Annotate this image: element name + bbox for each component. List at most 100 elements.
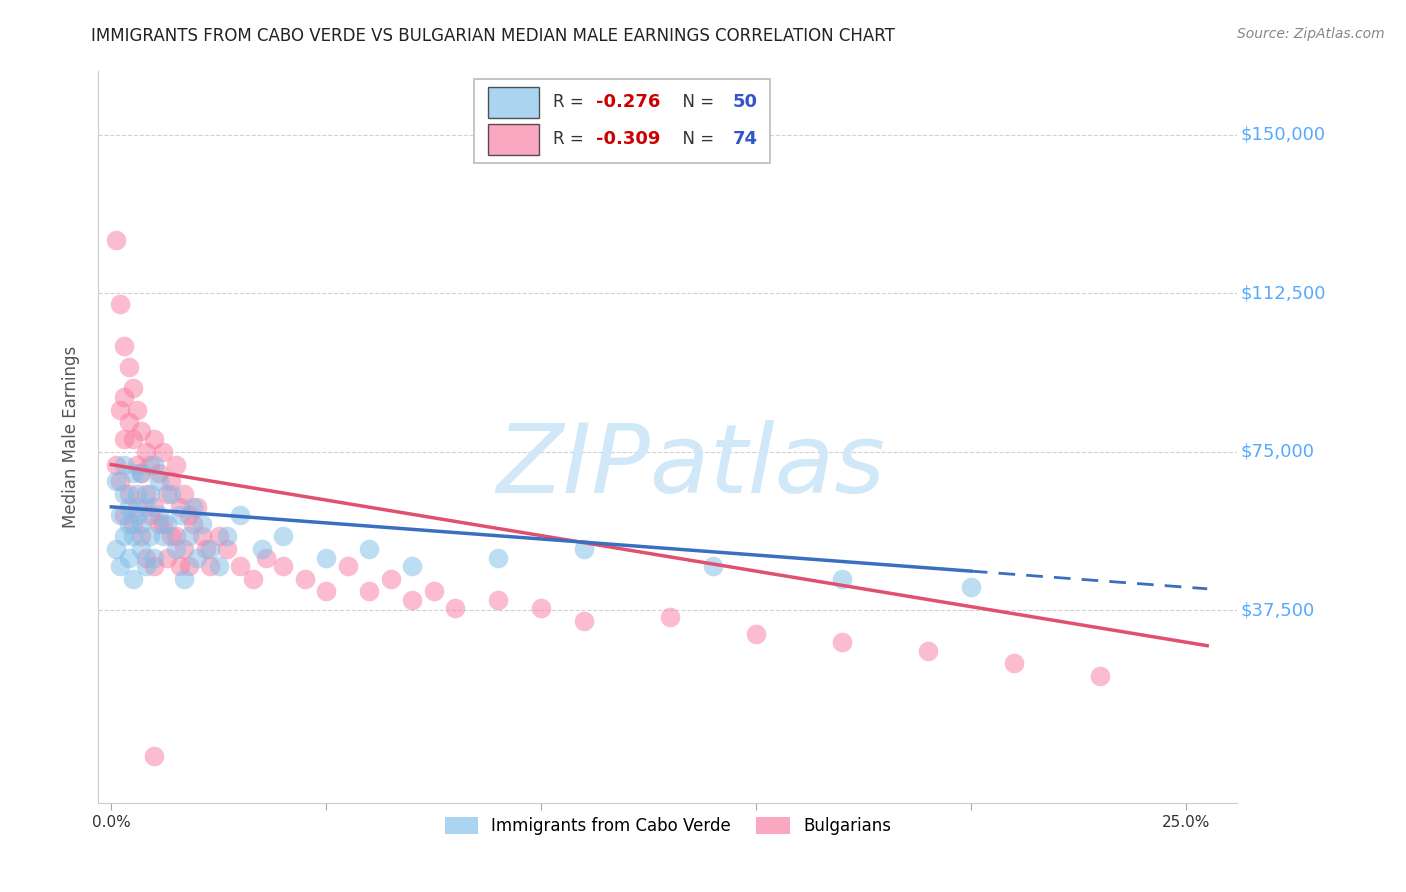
Point [177, 559, 200, 574]
Point [572, 542, 595, 557]
Point [359, 584, 381, 599]
Point [139, 529, 162, 543]
Point [143, 749, 166, 764]
Point [702, 559, 724, 574]
Point [121, 381, 143, 395]
Point [229, 559, 252, 574]
Point [139, 508, 162, 523]
Point [380, 572, 402, 586]
Point [112, 508, 135, 523]
Text: -0.276: -0.276 [596, 94, 661, 112]
Point [190, 516, 212, 531]
Point [173, 542, 195, 557]
Text: IMMIGRANTS FROM CABO VERDE VS BULGARIAN MEDIAN MALE EARNINGS CORRELATION CHART: IMMIGRANTS FROM CABO VERDE VS BULGARIAN … [91, 27, 896, 45]
Point [135, 500, 157, 514]
Point [143, 550, 166, 565]
Point [198, 542, 221, 557]
Point [112, 529, 135, 543]
Text: $75,000: $75,000 [1240, 442, 1315, 461]
Point [112, 487, 135, 501]
Point [108, 508, 131, 523]
Point [1002, 657, 1025, 671]
Point [208, 559, 231, 574]
Point [148, 516, 170, 531]
Point [169, 500, 191, 514]
Text: R =: R = [553, 94, 589, 112]
Point [139, 458, 162, 472]
Text: N =: N = [672, 130, 720, 148]
Point [359, 542, 381, 557]
Point [112, 432, 135, 446]
Point [401, 559, 423, 574]
Point [131, 466, 153, 480]
Point [659, 609, 682, 624]
Point [148, 466, 170, 480]
Point [165, 529, 187, 543]
Point [112, 390, 135, 404]
Point [127, 500, 149, 514]
Text: $150,000: $150,000 [1240, 126, 1326, 144]
Point [135, 559, 157, 574]
Text: $112,500: $112,500 [1240, 285, 1326, 302]
Point [181, 516, 204, 531]
Point [194, 542, 217, 557]
Point [152, 516, 174, 531]
Point [152, 445, 174, 459]
FancyBboxPatch shape [474, 78, 770, 163]
Point [121, 529, 143, 543]
Point [745, 626, 768, 640]
Point [177, 508, 200, 523]
Point [117, 516, 139, 531]
Point [271, 559, 294, 574]
Point [135, 487, 157, 501]
Point [173, 572, 195, 586]
Point [165, 458, 187, 472]
Point [127, 508, 149, 523]
Point [108, 475, 131, 489]
Point [271, 529, 294, 543]
Text: 50: 50 [733, 94, 758, 112]
Point [117, 360, 139, 375]
Point [112, 339, 135, 353]
Point [148, 475, 170, 489]
Point [173, 487, 195, 501]
Point [186, 500, 208, 514]
Point [121, 432, 143, 446]
Point [217, 542, 239, 557]
Point [139, 487, 162, 501]
Point [190, 529, 212, 543]
Point [117, 487, 139, 501]
Point [131, 424, 153, 438]
Point [229, 508, 252, 523]
Y-axis label: Median Male Earnings: Median Male Earnings [62, 346, 80, 528]
Point [486, 592, 509, 607]
Point [336, 559, 359, 574]
Point [198, 559, 221, 574]
Point [131, 466, 153, 480]
Text: N =: N = [672, 94, 720, 112]
Point [831, 572, 853, 586]
Point [208, 529, 231, 543]
Text: -0.309: -0.309 [596, 130, 661, 148]
Point [422, 584, 444, 599]
Point [401, 592, 423, 607]
Point [165, 542, 187, 557]
Point [131, 516, 153, 531]
Point [127, 402, 149, 417]
Point [160, 475, 183, 489]
Point [177, 529, 200, 543]
Point [104, 475, 127, 489]
Point [117, 550, 139, 565]
Point [117, 500, 139, 514]
Text: ZIPatlas: ZIPatlas [496, 420, 884, 513]
Point [530, 601, 553, 615]
Point [117, 415, 139, 429]
Point [152, 529, 174, 543]
Point [143, 500, 166, 514]
Point [121, 572, 143, 586]
Point [169, 508, 191, 523]
Point [127, 487, 149, 501]
Point [148, 508, 170, 523]
Point [131, 529, 153, 543]
Point [486, 550, 509, 565]
